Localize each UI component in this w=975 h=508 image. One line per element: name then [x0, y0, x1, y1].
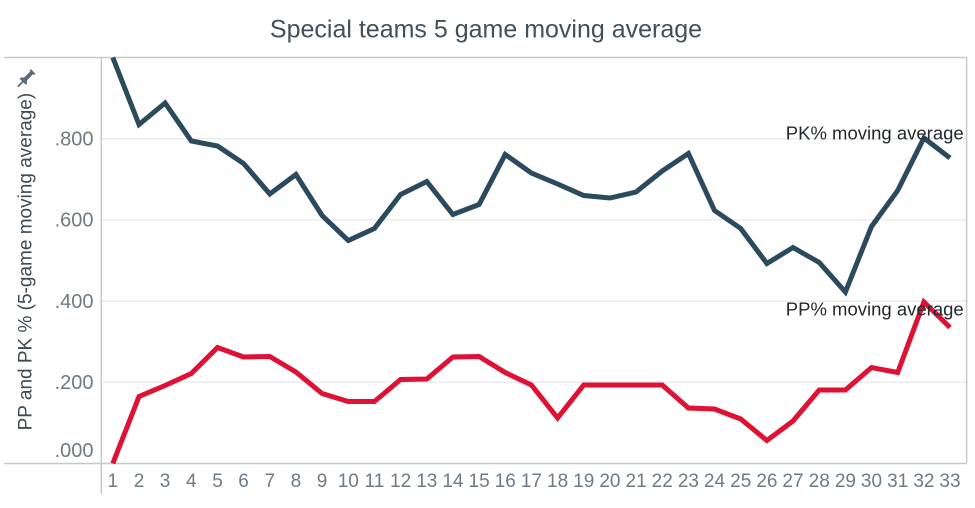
- svg-text:14: 14: [442, 471, 464, 492]
- svg-text:1: 1: [108, 471, 119, 492]
- svg-text:22: 22: [652, 471, 673, 492]
- svg-text:16: 16: [495, 471, 516, 492]
- svg-text:13: 13: [416, 471, 437, 492]
- svg-text:4: 4: [186, 471, 197, 492]
- svg-text:5: 5: [212, 471, 223, 492]
- svg-text:.600: .600: [55, 210, 94, 232]
- svg-text:20: 20: [599, 471, 620, 492]
- svg-text:29: 29: [835, 471, 856, 492]
- svg-text:18: 18: [547, 471, 568, 492]
- svg-text:30: 30: [861, 471, 882, 492]
- svg-text:26: 26: [756, 471, 777, 492]
- svg-text:9: 9: [317, 471, 328, 492]
- svg-text:24: 24: [704, 471, 726, 492]
- svg-text:PK% moving average: PK% moving average: [786, 123, 964, 144]
- svg-text:PP% moving average: PP% moving average: [786, 299, 964, 320]
- svg-text:10: 10: [338, 471, 359, 492]
- svg-text:8: 8: [291, 471, 302, 492]
- svg-text:11: 11: [365, 471, 385, 492]
- svg-text:.800: .800: [55, 129, 94, 151]
- svg-text:12: 12: [390, 471, 411, 492]
- svg-text:25: 25: [730, 471, 751, 492]
- svg-text:21: 21: [626, 471, 647, 492]
- svg-text:2: 2: [134, 471, 145, 492]
- svg-text:23: 23: [678, 471, 699, 492]
- svg-text:17: 17: [521, 471, 542, 492]
- svg-text:6: 6: [238, 471, 249, 492]
- svg-text:7: 7: [265, 471, 276, 492]
- svg-text:.200: .200: [55, 372, 94, 394]
- svg-text:33: 33: [939, 471, 960, 492]
- svg-text:32: 32: [913, 471, 934, 492]
- svg-text:PP and PK % (5-game moving ave: PP and PK % (5-game moving average): [16, 93, 37, 431]
- svg-text:Special teams 5 game moving av: Special teams 5 game moving average: [270, 16, 702, 44]
- svg-text:3: 3: [160, 471, 171, 492]
- svg-text:31: 31: [887, 471, 908, 492]
- svg-text:28: 28: [809, 471, 830, 492]
- svg-text:27: 27: [782, 471, 803, 492]
- svg-text:.000: .000: [55, 440, 94, 462]
- svg-text:15: 15: [469, 471, 490, 492]
- svg-text:19: 19: [573, 471, 594, 492]
- svg-text:.400: .400: [55, 291, 94, 313]
